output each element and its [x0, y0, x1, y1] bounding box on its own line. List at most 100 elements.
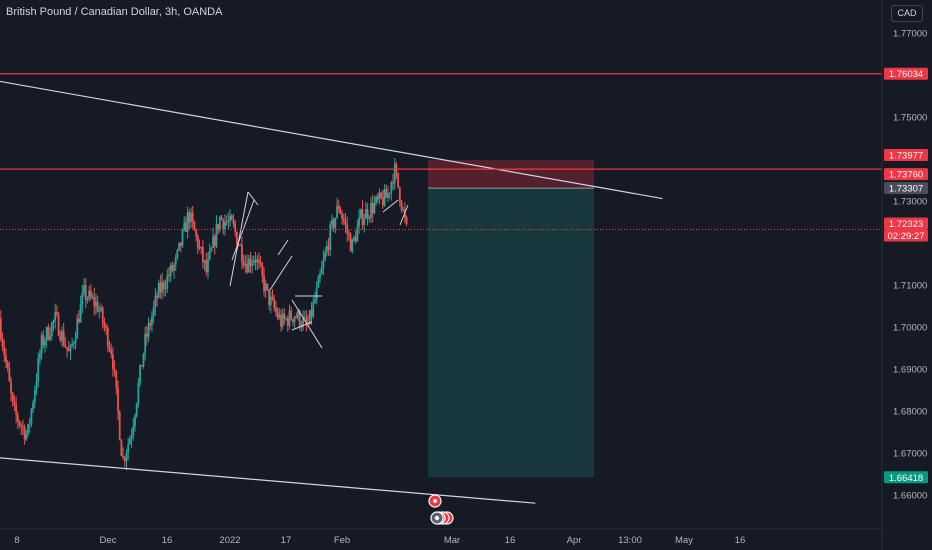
candle — [1, 332, 4, 352]
level-price-badge: 1.76034 — [884, 67, 928, 80]
candle — [134, 413, 136, 432]
time-axis[interactable]: 8 Dec 16 2022 17 Feb Mar 16 Apr 13:00 May 16 — [14, 535, 745, 546]
candle — [314, 292, 316, 304]
pattern-drawing[interactable] — [231, 199, 255, 261]
candle — [183, 216, 186, 232]
pattern-drawing[interactable] — [269, 255, 293, 291]
candle — [273, 294, 276, 312]
pattern-drawing[interactable] — [247, 191, 259, 206]
lower-trendline[interactable] — [0, 457, 536, 504]
candle — [67, 340, 70, 352]
candle — [390, 180, 393, 201]
candle — [154, 288, 157, 316]
svg-text:1.73760: 1.73760 — [889, 170, 923, 181]
candle — [176, 248, 179, 261]
candle — [337, 199, 340, 213]
svg-text:02:29:27: 02:29:27 — [888, 231, 925, 242]
candle — [342, 213, 345, 226]
y-tick-label: 1.70000 — [893, 322, 927, 333]
pattern-drawing[interactable] — [229, 191, 249, 287]
candle — [81, 284, 84, 314]
candle — [76, 314, 79, 340]
candle — [381, 189, 384, 209]
candle — [20, 422, 23, 436]
pattern-drawing[interactable] — [291, 321, 313, 331]
candle — [33, 385, 36, 409]
pattern-drawing[interactable] — [277, 239, 289, 256]
candle — [10, 376, 12, 402]
candle — [173, 262, 175, 279]
x-tick-label: 2022 — [219, 535, 240, 546]
candle — [30, 407, 33, 428]
x-tick-label: Dec — [100, 535, 117, 546]
candle — [89, 284, 92, 301]
stop-loss-zone[interactable] — [428, 160, 594, 189]
current-price-badge: 1.72323 — [884, 217, 928, 230]
candle — [42, 329, 45, 349]
candle — [375, 195, 377, 206]
candle — [319, 269, 321, 284]
y-tick-label: 1.66000 — [893, 490, 927, 501]
currency-button[interactable]: CAD — [891, 5, 923, 22]
entry-price-badge: 1.73307 — [884, 182, 928, 195]
candle — [188, 209, 191, 230]
candle — [23, 424, 26, 445]
x-tick-label: 16 — [505, 535, 516, 546]
candle — [8, 361, 11, 382]
candle — [361, 200, 364, 230]
pattern-drawing[interactable] — [399, 204, 409, 226]
y-tick-label: 1.67000 — [893, 448, 927, 459]
candle — [127, 437, 130, 461]
x-tick-label: Mar — [444, 535, 460, 546]
candle — [322, 250, 325, 276]
candle — [297, 308, 299, 321]
svg-text:1.72323: 1.72323 — [889, 219, 923, 230]
candle — [387, 185, 389, 202]
candle — [142, 352, 145, 369]
candle — [341, 210, 344, 225]
pattern-drawing[interactable] — [382, 199, 399, 213]
candle — [348, 229, 350, 241]
candle — [220, 214, 223, 220]
candle — [59, 330, 62, 343]
candle — [266, 283, 269, 292]
price-axis[interactable]: 1.77000 1.75000 1.73000 1.71000 1.70000 1.690… — [893, 29, 927, 502]
candle — [251, 255, 254, 274]
candle — [181, 228, 184, 248]
candle — [376, 192, 379, 204]
candle — [157, 279, 160, 299]
candle — [95, 293, 97, 315]
candle — [395, 161, 398, 179]
candle — [291, 318, 294, 327]
upper-trendline[interactable] — [0, 80, 663, 200]
candle — [106, 325, 109, 353]
candle — [268, 288, 271, 311]
stop-price-badge: 1.73977 — [884, 149, 928, 162]
candle — [115, 370, 118, 395]
svg-text:1.73307: 1.73307 — [889, 184, 923, 195]
candle — [47, 323, 50, 341]
candle — [193, 220, 196, 231]
candle — [305, 310, 308, 332]
candle — [339, 206, 342, 215]
candle — [13, 395, 16, 411]
candle — [161, 273, 164, 300]
candle — [364, 201, 367, 219]
candle — [50, 321, 53, 341]
candle — [371, 194, 374, 223]
candle — [315, 281, 318, 305]
candle — [88, 285, 91, 302]
candle — [98, 305, 101, 319]
y-tick-label: 1.77000 — [893, 29, 927, 40]
candle — [186, 206, 189, 239]
news-marker[interactable] — [428, 494, 442, 508]
candle — [190, 207, 192, 228]
symbol-title[interactable]: British Pound / Canadian Dollar, 3h, OAN… — [6, 6, 223, 18]
economic-events-group[interactable] — [430, 511, 454, 525]
candle — [66, 347, 68, 358]
take-profit-zone[interactable] — [428, 188, 594, 478]
candle — [264, 279, 267, 299]
candle — [275, 300, 277, 317]
